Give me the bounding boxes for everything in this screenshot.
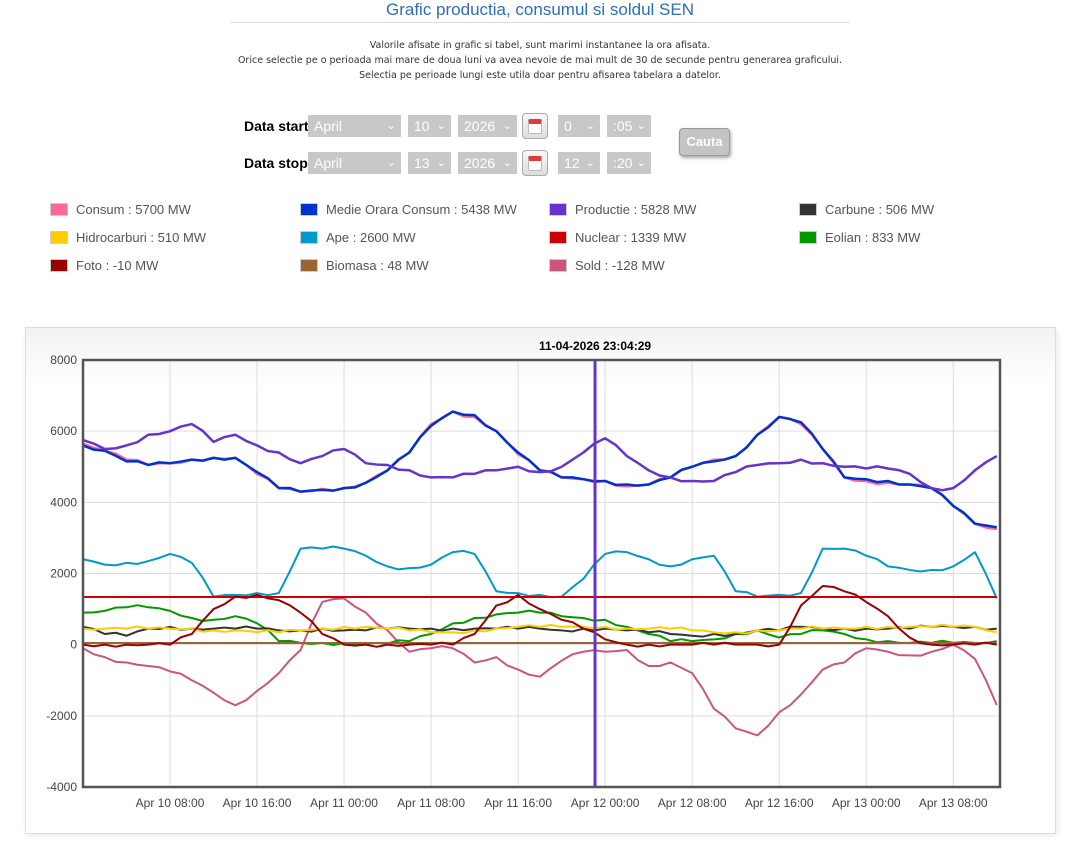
legend-item-nuclear[interactable]: Nuclear : 1339 MW	[549, 230, 686, 245]
stop-date-row: Data stop April ⌄ 13 ⌄ 2026 ⌄ 12 ⌄ :20 ⌄	[244, 150, 658, 176]
x-tick-label: Apr 10 16:00	[223, 796, 292, 810]
y-tick-label: 0	[70, 638, 77, 652]
y-axis-ticks: 8000 6000 4000 2000 0 -2000 -4000	[46, 353, 77, 794]
chart-panel	[25, 327, 1056, 834]
legend-item-eolian[interactable]: Eolian : 833 MW	[799, 230, 920, 245]
legend-swatch	[549, 203, 567, 216]
chevron-down-icon: ⌄	[386, 120, 396, 132]
x-tick-label: Apr 13 08:00	[919, 796, 988, 810]
legend-swatch	[799, 231, 817, 244]
series-lines	[82, 410, 998, 737]
chevron-down-icon: ⌄	[502, 120, 512, 132]
x-tick-label: Apr 12 08:00	[658, 796, 727, 810]
start-month-select[interactable]: April ⌄	[308, 115, 401, 137]
legend-swatch	[799, 203, 817, 216]
start-date-label: Data start	[244, 118, 309, 134]
stop-hour-select[interactable]: 12 ⌄	[558, 152, 600, 174]
plot-frame	[81, 358, 1002, 789]
series-line-foto	[82, 584, 997, 648]
search-button[interactable]: Cauta	[679, 128, 730, 156]
series-line-eolian	[82, 604, 997, 647]
legend-item-biomasa[interactable]: Biomasa : 48 MW	[300, 258, 429, 273]
legend-swatch	[50, 203, 68, 216]
y-tick-label: -4000	[46, 780, 77, 794]
note-line: Selectia pe perioade lungi este utila do…	[359, 70, 721, 81]
legend-swatch	[300, 259, 318, 272]
note-line: Orice selectie pe o perioada mai mare de…	[237, 55, 843, 66]
start-date-row: Data start April ⌄ 10 ⌄ 2026 ⌄ 0 ⌄ :05 ⌄	[244, 113, 658, 139]
legend-item-consum[interactable]: Consum : 5700 MW	[50, 202, 191, 217]
chevron-down-icon: ⌄	[436, 157, 446, 169]
chevron-down-icon: ⌄	[386, 157, 396, 169]
x-axis-ticks: Apr 10 08:00 Apr 10 16:00 Apr 11 00:00 Apr …	[136, 796, 988, 810]
x-tick-label: Apr 12 00:00	[571, 796, 640, 810]
legend-item-hidrocarburi[interactable]: Hidrocarburi : 510 MW	[50, 230, 206, 245]
stop-minute-select[interactable]: :20 ⌄	[607, 152, 651, 174]
note-line: Valorile afisate in grafic si tabel, sun…	[369, 40, 711, 51]
y-tick-label: -2000	[46, 709, 77, 723]
legend-swatch	[549, 259, 567, 272]
x-tick-label: Apr 11 00:00	[310, 796, 378, 810]
legend-swatch	[50, 231, 68, 244]
start-year-select[interactable]: 2026 ⌄	[458, 115, 517, 137]
x-tick-label: Apr 13 00:00	[832, 796, 901, 810]
legend-item-ape[interactable]: Ape : 2600 MW	[300, 230, 416, 245]
legend-swatch	[300, 203, 318, 216]
legend-swatch	[549, 231, 567, 244]
y-tick-label: 2000	[50, 567, 77, 581]
calendar-icon[interactable]	[522, 113, 548, 139]
info-notes: Valorile afisate in grafic si tabel, sun…	[230, 38, 850, 83]
legend-swatch	[300, 231, 318, 244]
legend-item-medie[interactable]: Medie Orara Consum : 5438 MW	[300, 202, 517, 217]
series-line-sold	[82, 597, 998, 737]
start-hour-select[interactable]: 0 ⌄	[558, 115, 600, 137]
stop-day-select[interactable]: 13 ⌄	[408, 152, 451, 174]
chevron-down-icon: ⌄	[636, 120, 646, 132]
start-day-select[interactable]: 10 ⌄	[408, 115, 451, 137]
x-tick-label: Apr 11 16:00	[484, 796, 552, 810]
chevron-down-icon: ⌄	[585, 157, 595, 169]
calendar-icon[interactable]	[522, 150, 548, 176]
x-tick-label: Apr 10 08:00	[136, 796, 205, 810]
x-tick-label: Apr 11 08:00	[397, 796, 465, 810]
legend-item-carbune[interactable]: Carbune : 506 MW	[799, 202, 934, 217]
x-tick-label: Apr 12 16:00	[745, 796, 814, 810]
grid	[83, 359, 1000, 788]
y-tick-label: 6000	[50, 424, 77, 438]
series-line-productie	[82, 422, 998, 492]
page-title: Grafic productia, consumul si soldul SEN	[230, 0, 850, 23]
stop-date-label: Data stop	[244, 155, 308, 171]
chevron-down-icon: ⌄	[436, 120, 446, 132]
stop-year-select[interactable]: 2026 ⌄	[458, 152, 517, 174]
legend-item-foto[interactable]: Foto : -10 MW	[50, 258, 158, 273]
chevron-down-icon: ⌄	[585, 120, 595, 132]
legend-item-sold[interactable]: Sold : -128 MW	[549, 258, 665, 273]
series-line-hidrocarburi	[82, 623, 997, 635]
series-line-medie-orara-consum	[82, 410, 997, 529]
start-minute-select[interactable]: :05 ⌄	[607, 115, 651, 137]
y-tick-label: 8000	[50, 353, 77, 367]
chevron-down-icon: ⌄	[636, 157, 646, 169]
legend-item-productie[interactable]: Productie : 5828 MW	[549, 202, 696, 217]
series-line-ape	[82, 545, 998, 599]
chart-title: 11-04-2026 23:04:29	[539, 339, 651, 353]
legend-swatch	[50, 259, 68, 272]
chevron-down-icon: ⌄	[502, 157, 512, 169]
stop-month-select[interactable]: April ⌄	[308, 152, 401, 174]
y-tick-label: 4000	[50, 495, 77, 509]
